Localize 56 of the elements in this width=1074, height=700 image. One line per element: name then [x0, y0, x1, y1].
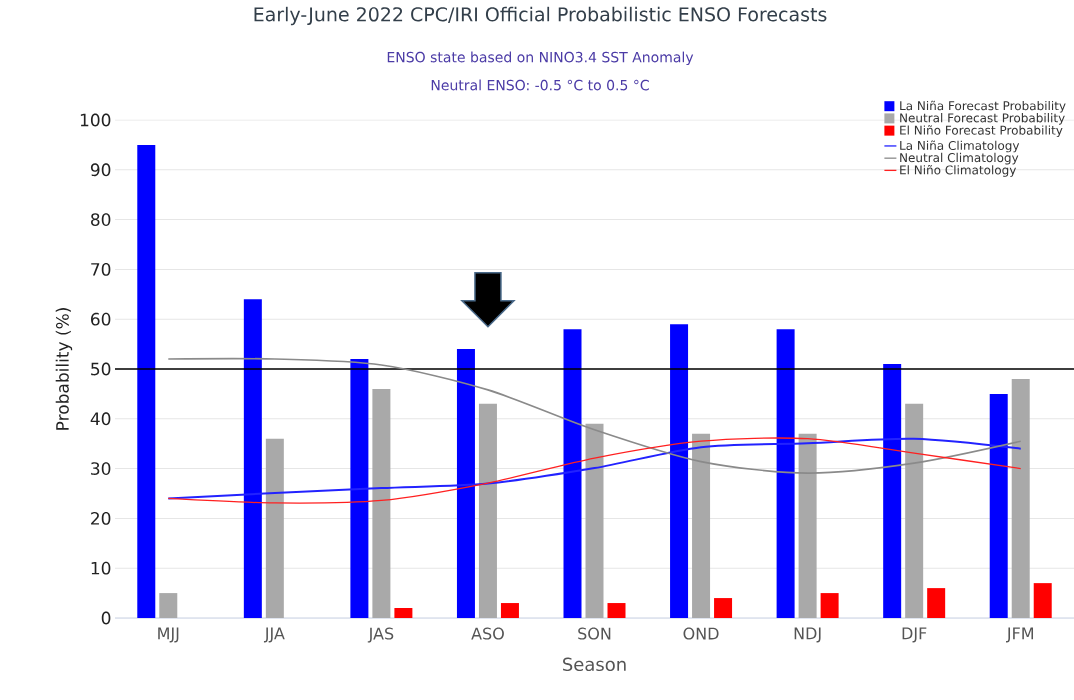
y-tick-label: 80	[91, 213, 111, 227]
bar	[798, 433, 817, 618]
x-tick-label: OND	[683, 627, 719, 640]
legend-label: El Niño Climatology	[900, 164, 1017, 177]
y-tick-label: 50	[91, 362, 111, 376]
chart-subtitle: ENSO state based on NINO3.4 SST Anomaly Neutral ENSO: -0.5 °C to 0.5 °C	[387, 51, 694, 91]
x-tick-label: JJA	[263, 627, 285, 643]
legend-label: La Niña Climatology	[900, 140, 1020, 153]
y-tick-label: 60	[91, 312, 111, 326]
bar	[456, 349, 475, 618]
y-tick-label: 70	[91, 262, 111, 276]
bar	[1011, 378, 1030, 618]
bar	[776, 329, 795, 618]
bar	[905, 403, 924, 618]
bar	[243, 299, 262, 618]
bar	[372, 388, 391, 618]
y-tick-label: 100	[80, 113, 111, 127]
bar	[137, 144, 156, 618]
y-tick-label: 40	[90, 412, 111, 426]
bar	[394, 608, 413, 618]
y-tick-label: 10	[91, 561, 111, 575]
bar	[607, 603, 626, 618]
bar	[563, 329, 582, 618]
x-tick-label: DJF	[902, 627, 927, 643]
y-tick-label: 0	[101, 611, 111, 625]
bar	[585, 423, 604, 618]
bar	[478, 403, 497, 618]
bar	[500, 603, 519, 618]
bar	[265, 438, 284, 618]
legend-label: La Niña Forecast Probability	[900, 100, 1066, 113]
x-tick-label: ASO	[471, 627, 504, 640]
bar	[692, 433, 711, 618]
bar	[159, 593, 178, 618]
y-tick-label: 20	[91, 511, 111, 525]
y-tick-label: 30	[91, 462, 111, 476]
bar	[883, 364, 902, 618]
x-tick-label: JAS	[367, 627, 394, 643]
x-tick-label: JFM	[1006, 627, 1034, 643]
bar	[927, 588, 946, 618]
x-tick-label: NDJ	[794, 627, 821, 643]
chart-title: Early-June 2022 CPC/IRI Official Probabilistic ENSO Forecasts	[254, 6, 827, 26]
legend-label: Neutral Climatology	[900, 152, 1019, 165]
x-tick-label: MJJ	[158, 627, 179, 643]
bar	[989, 393, 1008, 618]
x-tick-label: SON	[578, 627, 611, 640]
bar	[714, 598, 733, 618]
y-tick-label: 90	[90, 163, 111, 177]
legend-label: Neutral Forecast Probability	[900, 113, 1065, 125]
bar	[820, 593, 839, 618]
x-axis-title: Season	[563, 657, 626, 672]
bar	[1033, 583, 1052, 618]
bar	[350, 359, 369, 618]
y-axis-title: Probability (%)	[55, 308, 73, 430]
bar	[670, 324, 689, 618]
line-series	[167, 357, 1022, 474]
legend-label: El Niño Forecast Probability	[900, 125, 1063, 138]
